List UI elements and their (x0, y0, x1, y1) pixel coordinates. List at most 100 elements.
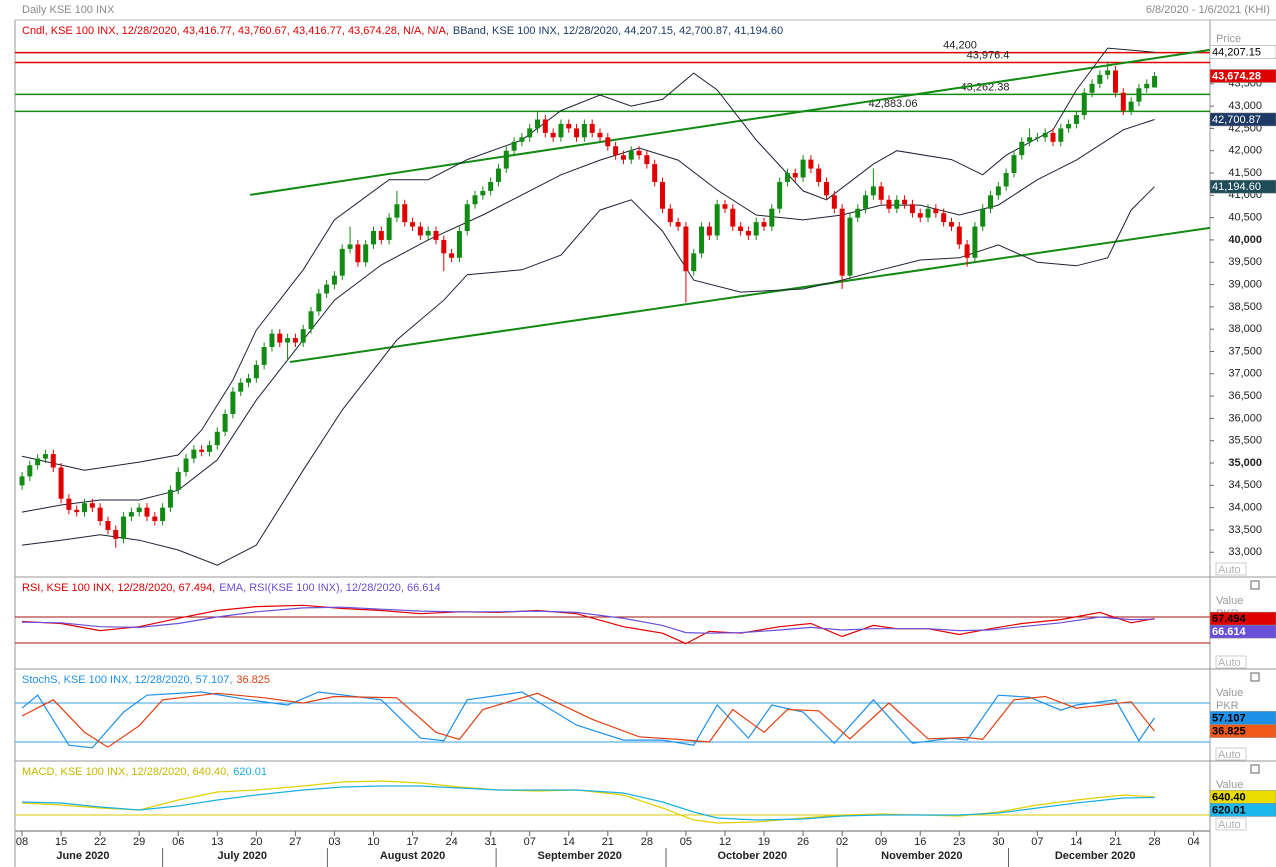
candle-body (222, 413, 228, 432)
auto-label: Auto (1218, 749, 1241, 761)
x-tick-label: 31 (485, 836, 497, 848)
candle-body (66, 498, 72, 510)
y-tick-label: 39,500 (1228, 256, 1262, 268)
value-box-label: 66.614 (1212, 626, 1247, 638)
legend: StochS, KSE 100 INX, 12/28/2020, 57.107,… (22, 674, 270, 686)
candle-body (730, 208, 736, 227)
candle-body (1058, 128, 1064, 142)
x-tick-label: 23 (953, 836, 965, 848)
maximize-button[interactable] (1250, 764, 1260, 774)
candle-body (253, 364, 259, 379)
candle-body (58, 467, 64, 499)
bollinger-band (21, 119, 1155, 513)
candle-body (636, 150, 642, 156)
candle-body (511, 141, 517, 151)
value-box (1209, 69, 1276, 83)
candle-body (722, 204, 728, 209)
y-tick-label: 37,000 (1228, 368, 1262, 380)
candle-body (1128, 101, 1134, 111)
candle-body (1019, 141, 1025, 156)
candle-body (128, 512, 134, 517)
y-tick-label: 33,000 (1228, 546, 1262, 558)
legend: Cndl, KSE 100 INX, 12/28/2020, 43,416.77… (22, 25, 783, 37)
auto-button[interactable] (1215, 562, 1247, 576)
value-box-label: 43,674.28 (1212, 70, 1261, 82)
candle-body (378, 231, 384, 240)
legend: MACD, KSE 100 INX, 12/28/2020, 640.40, 62… (22, 766, 267, 778)
maximize-button[interactable] (1250, 672, 1260, 682)
candle-body (878, 186, 884, 200)
candle-body (1081, 92, 1087, 116)
candle-body (675, 222, 681, 227)
candle-body (82, 503, 88, 513)
candle-body (761, 222, 767, 227)
axis-title: Value (1216, 595, 1243, 607)
y-tick-label: 41,500 (1228, 167, 1262, 179)
candle-body (214, 431, 220, 446)
y-tick-label: 34,500 (1228, 479, 1262, 491)
panel-buttons (1250, 580, 1260, 774)
candle-body (831, 195, 837, 209)
candle-body (667, 208, 673, 223)
candle-body (902, 199, 908, 205)
candle-body (1136, 88, 1142, 102)
auto-button[interactable] (1215, 747, 1247, 761)
candle-body (183, 458, 189, 472)
y-tick-label: 40,000 (1228, 234, 1262, 246)
candle-body (495, 168, 501, 182)
auto-button[interactable] (1215, 817, 1247, 831)
y-tick-label: 42,000 (1228, 145, 1262, 157)
candle-body (410, 222, 416, 227)
value-box (1209, 112, 1276, 127)
candle-body (683, 226, 689, 272)
candle-body (89, 503, 95, 508)
value-box (1209, 724, 1276, 738)
maximize-button[interactable] (1250, 580, 1260, 590)
candle-body (933, 208, 939, 214)
candle-body (784, 173, 790, 182)
candle-body (441, 239, 447, 254)
x-tick-label: 05 (680, 836, 692, 848)
candle-body (1097, 74, 1103, 84)
candle-body (191, 449, 197, 459)
chart-title: Daily KSE 100 INX (22, 4, 115, 16)
candle-body (886, 199, 892, 209)
date-range: 6/8/2020 - 1/6/2021 (KHI) (1146, 4, 1270, 16)
candle-body (948, 222, 954, 227)
x-tick-label: 13 (211, 836, 223, 848)
candle-body (292, 338, 298, 343)
horizontal-line-label: 44,200 (943, 39, 977, 51)
candle-body (1034, 137, 1040, 139)
candle-body (839, 208, 845, 276)
x-tick-label: 07 (524, 836, 536, 848)
trend-line (249, 48, 1210, 196)
candle-body (425, 231, 431, 236)
candle-body (1073, 115, 1079, 124)
legend-ema: EMA, RSI(KSE 100 INX), 12/28/2020, 66.61… (219, 582, 440, 594)
trend-line (289, 226, 1210, 363)
x-tick-label: 28 (641, 836, 653, 848)
bollinger-band (21, 186, 1155, 566)
legend-candle: Cndl, KSE 100 INX, 12/28/2020, 43,416.77… (22, 25, 449, 37)
value-box (1209, 45, 1276, 59)
x-tick-label: 28 (1148, 836, 1160, 848)
plot-area (15, 780, 1210, 824)
candle-body (792, 173, 798, 178)
candle-body (97, 507, 103, 522)
candle-body (824, 181, 830, 196)
candle-body (50, 454, 56, 468)
candle-body (558, 123, 564, 138)
candle-body (738, 226, 744, 232)
candle-body (339, 248, 345, 276)
candle-body (566, 123, 572, 129)
x-tick-label: 15 (55, 836, 67, 848)
bollinger-band (21, 47, 1155, 471)
candle-body (769, 208, 775, 227)
candle-body (644, 155, 650, 165)
y-tick-label: 43,000 (1228, 100, 1262, 112)
auto-button[interactable] (1215, 655, 1247, 669)
y-tick-label: 36,000 (1228, 412, 1262, 424)
value-box (1209, 179, 1276, 194)
